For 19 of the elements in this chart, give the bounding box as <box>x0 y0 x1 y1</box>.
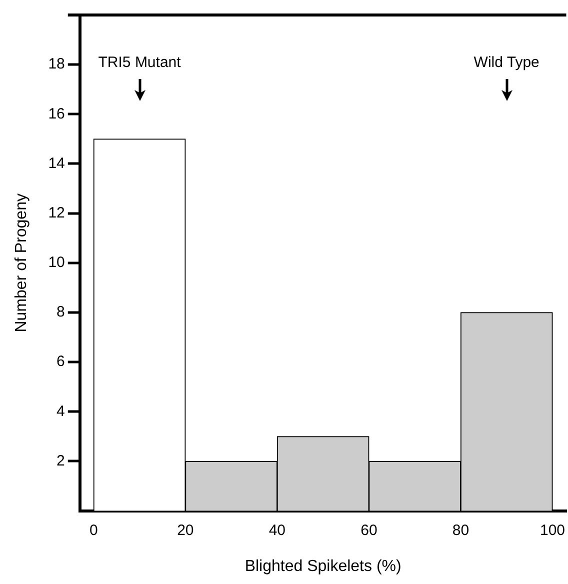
annotation: TRI5 Mutant <box>98 54 182 72</box>
annotation: Wild Type <box>474 54 540 72</box>
x-tick-label: 0 <box>89 522 98 539</box>
y-axis-title: Number of Progeny <box>13 194 30 332</box>
x-axis-title: Blighted Spikelets (%) <box>244 558 402 575</box>
y-tick-label: 2 <box>56 452 65 470</box>
x-tick-label: 20 <box>177 522 194 539</box>
y-tick-label: 10 <box>48 254 65 272</box>
x-tick-label: 40 <box>268 522 286 539</box>
y-tick-label: 12 <box>48 204 65 222</box>
y-tick-label: 18 <box>48 56 65 73</box>
y-tick-label: 14 <box>48 154 65 172</box>
x-tick-label: 100 <box>540 522 565 539</box>
x-tick-label: 80 <box>452 522 470 539</box>
y-tick-label: 8 <box>56 304 65 321</box>
y-tick-label: 6 <box>56 353 65 370</box>
y-tick-label: 16 <box>48 105 65 122</box>
x-tick-label: 60 <box>360 522 378 539</box>
y-tick-label: 4 <box>56 402 65 420</box>
